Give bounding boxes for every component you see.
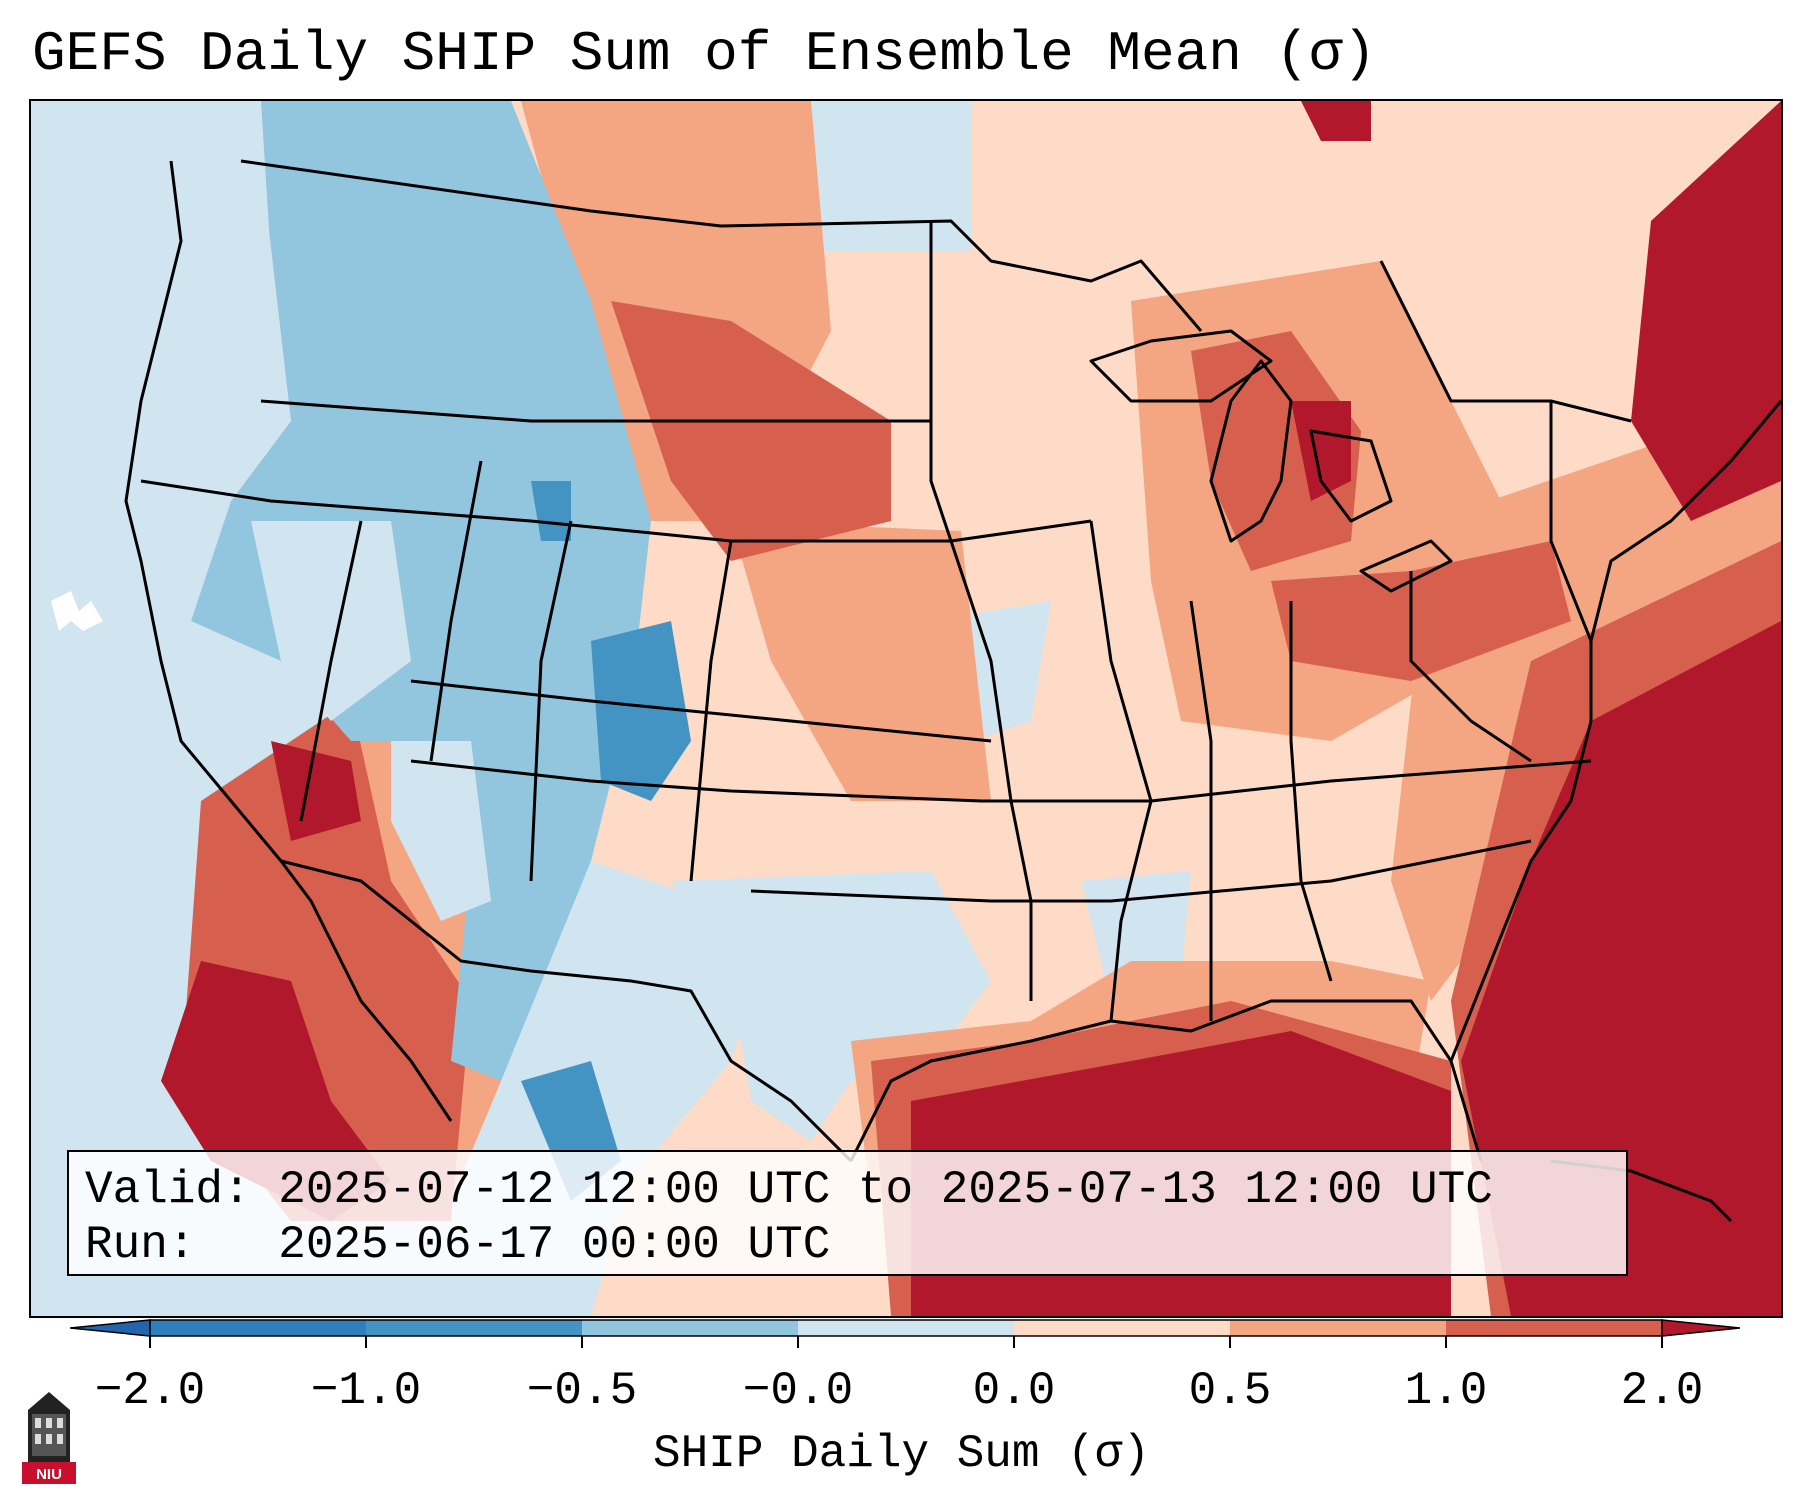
field-salmon-kansas [731, 521, 991, 801]
state-line-4 [429, 460, 483, 762]
state-line-12 [1189, 600, 1213, 1021]
west-coastline [124, 160, 453, 1122]
field-dark-red-hudson [1301, 101, 1371, 141]
colorbar-segment [1446, 1320, 1662, 1336]
run-time-line: Run: 2025-06-17 00:00 UTC [85, 1219, 831, 1271]
field-dark-red-michigan [1291, 401, 1351, 501]
colorbar-tick-label: 1.0 [1404, 1365, 1488, 1417]
state-line-14 [1409, 571, 1532, 763]
colorbar-segment [582, 1320, 798, 1336]
state-line-2 [140, 479, 1092, 543]
colorbar-under-triangle [70, 1319, 151, 1337]
state-line-5 [529, 520, 573, 882]
mexico-border [280, 859, 853, 1163]
colorbar-tick-label: −0.5 [526, 1365, 638, 1417]
colorbar-segment [366, 1320, 582, 1336]
colorbar-ticks [149, 1336, 1663, 1348]
field-dark-red-ne [1631, 101, 1781, 521]
ship-anomaly-map [31, 101, 1781, 1316]
field-pale-blue-nevada [251, 521, 411, 721]
validity-info-box: Valid: 2025-07-12 12:00 UTC to 2025-07-1… [67, 1150, 1628, 1276]
state-line-8 [410, 759, 1592, 803]
map-title: GEFS Daily SHIP Sum of Ensemble Mean (σ) [32, 22, 1377, 86]
field-pale-blue-arizona [391, 741, 491, 921]
state-line-1 [260, 399, 931, 423]
state-line-11 [1089, 520, 1153, 1022]
map-panel [29, 99, 1783, 1318]
field-medium-blue-idaho [531, 481, 571, 541]
field-red-orange-michigan [1191, 331, 1361, 571]
field-white-pixels [51, 591, 103, 631]
state-line-13 [1289, 601, 1333, 982]
state-line-10 [929, 221, 1033, 1001]
colorbar-tick-label: −0.0 [742, 1365, 854, 1417]
us-canada-border [240, 159, 1203, 332]
colorbar-label: SHIP Daily Sum (σ) [653, 1428, 1150, 1480]
colorbar-segment [1230, 1320, 1446, 1336]
great-lakes-michigan [1209, 359, 1293, 543]
university-tower-icon: NIU [22, 1392, 76, 1484]
valid-time-line: Valid: 2025-07-12 12:00 UTC to 2025-07-1… [85, 1164, 1493, 1216]
colorbar-tick-label: −2.0 [94, 1365, 206, 1417]
colorbar-tick-label: 0.0 [972, 1365, 1056, 1417]
colorbar-tick-label: −1.0 [310, 1365, 422, 1417]
colorbar-over-triangle [1661, 1319, 1740, 1337]
state-line-3 [299, 520, 363, 822]
state-line-9 [750, 839, 1532, 903]
state-line-15 [1549, 401, 1593, 642]
state-line-7 [410, 679, 992, 743]
field-pale-blue-ne [811, 101, 971, 251]
field-red-orange-dakotas [611, 301, 891, 561]
field-dark-red-atlantic [1461, 621, 1781, 1316]
logo-text: NIU [36, 1466, 62, 1483]
field-light-blue-west [191, 101, 651, 1081]
field-medium-blue-colorado [591, 621, 691, 801]
gulf-coastline [849, 999, 1483, 1162]
colorbar-tick-label: 0.5 [1188, 1365, 1272, 1417]
colorbar-tick-label: 2.0 [1620, 1365, 1704, 1417]
east-coastline [1449, 400, 1781, 1062]
state-line-6 [689, 540, 733, 882]
great-lakes-erie [1359, 539, 1453, 593]
colorbar [70, 1319, 1740, 1348]
field-dark-red-calif [271, 741, 361, 841]
colorbar-segment [798, 1320, 1014, 1336]
great-lakes-huron [1309, 429, 1393, 523]
colorbar-segment [1014, 1320, 1230, 1336]
state-line-16 [1379, 260, 1632, 423]
field-red-orange-ohio [1271, 541, 1571, 681]
great-lakes-superior [1089, 329, 1273, 403]
colorbar-segment [150, 1320, 366, 1336]
